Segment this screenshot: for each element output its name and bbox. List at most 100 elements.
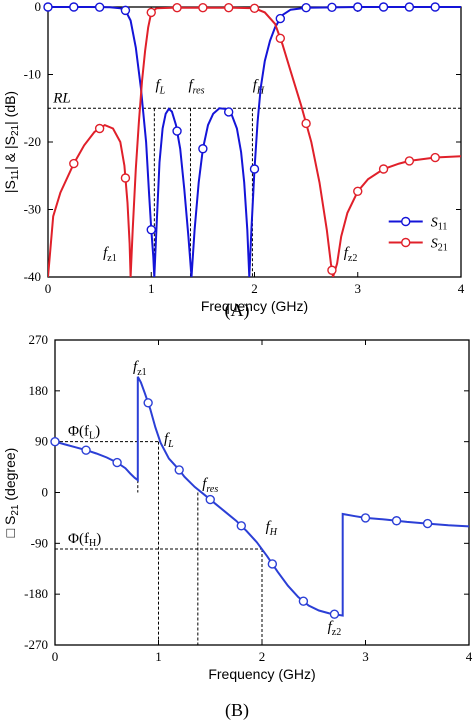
- legend-label-sub: 11: [438, 222, 448, 233]
- panel-b-ylabel-part: □ S: [2, 516, 18, 538]
- panel-b-guide-label-base: Φ(f: [68, 531, 89, 547]
- panel-a-marker-11: [404, 2, 415, 12]
- panel-a-marker-21: [249, 3, 260, 14]
- panel-a-ylabel: |S11| & |S21| (dB): [2, 91, 21, 193]
- panel-b-label-H: fH: [266, 519, 278, 538]
- panel-a-marker-21: [327, 265, 337, 275]
- panel-b-marker: [205, 494, 215, 505]
- panel-b-xlabel: Frequency (GHz): [208, 666, 315, 682]
- panel-b-label-z2: fz2: [328, 619, 342, 638]
- panel-b-ylabel: □ S21 (degree): [2, 448, 21, 538]
- legend-label-base: S: [431, 237, 438, 252]
- panel-b-ylabel-sub: 21: [10, 504, 21, 516]
- panel-a-label-L-sub: L: [159, 85, 166, 96]
- panel-b-marker: [298, 596, 309, 606]
- panel-a-marker-11: [198, 144, 208, 154]
- legend-label-21: S21: [431, 237, 448, 254]
- panel-a-ytick-label: -30: [24, 202, 41, 217]
- panel-a-label: (A): [225, 300, 250, 321]
- panel-a-label-H-base: f: [253, 77, 259, 93]
- panel-b-label-L-sub: L: [167, 439, 174, 450]
- panel-a-marker-21: [301, 118, 311, 129]
- panel-b-marker: [143, 398, 153, 408]
- panel-a-label-res-base: f: [188, 77, 194, 93]
- panel-a-marker-21: [353, 186, 363, 196]
- panel-a-marker-11: [378, 2, 389, 12]
- panel-b-ytick-label: -180: [24, 586, 48, 601]
- panel-a-ylabel-part: | (dB): [2, 91, 18, 125]
- panel-b-guide-label-base: Φ(f: [68, 424, 89, 440]
- panel-a-marker-11: [249, 164, 260, 174]
- panel-b: 0 1 2 3 4 270 180 90 0 -90 -180 -270 Frequency (GHz)…: [2, 332, 473, 682]
- panel-b-label-z2-base: f: [328, 619, 334, 635]
- panel-a-marker-11: [94, 2, 105, 12]
- panel-a-xtick-label: 3: [355, 281, 362, 296]
- panel-b-guide-label-close: ): [95, 424, 100, 440]
- legend-label-sub: 21: [438, 243, 448, 254]
- panel-a-marker-21: [146, 7, 156, 18]
- panel-a-ytick-label: -20: [24, 134, 41, 149]
- panel-a-ylabel-sub: 21: [10, 124, 21, 136]
- panel-a-marker-21: [275, 33, 286, 44]
- panel-a-ylabel-part: |S: [2, 180, 18, 193]
- panel-a-marker-11: [223, 107, 234, 117]
- panel-a-marker-11: [172, 126, 182, 136]
- panel-a-label-L: fL: [155, 77, 165, 96]
- panel-b-label-z1: fz1: [133, 359, 147, 378]
- panel-b-marker: [267, 559, 278, 569]
- panel-a-marker-11: [275, 13, 286, 24]
- panel-a-marker-21: [198, 2, 208, 13]
- panel-a-xtick-label: 1: [148, 281, 155, 296]
- legend-label-11: S11: [431, 216, 448, 233]
- panel-a-label-H: fH: [253, 77, 265, 96]
- panel-b-ytick-label: 90: [35, 434, 48, 449]
- panel-b-label-z1-base: f: [133, 359, 139, 375]
- legend-marker-21: [401, 237, 411, 248]
- panel-a-label-z2-sub: z2: [348, 253, 357, 264]
- panel-b-guide-label-sub: L: [89, 431, 95, 442]
- legend-marker-11: [401, 216, 411, 227]
- panel-b-ylabel-part: (degree): [2, 448, 18, 505]
- panel-b-guide-label-H: Φ(fH): [68, 531, 101, 549]
- panel-a-xtick-label: 4: [458, 281, 465, 296]
- panel-a-marker-21: [404, 156, 415, 166]
- panel-b-label: (B): [225, 700, 249, 721]
- panel-b-label-res-base: f: [202, 476, 208, 492]
- panel-a-marker-11: [69, 2, 79, 12]
- panel-b-xtick-label: 1: [155, 649, 162, 664]
- panel-b-marker: [329, 609, 340, 619]
- panel-a-marker-11: [120, 5, 131, 16]
- panel-b-marker: [236, 521, 247, 531]
- panel-b-xtick-label: 2: [259, 649, 266, 664]
- panel-a-label-z1: fz1: [103, 245, 117, 264]
- panel-a-frame: [47, 6, 462, 278]
- panel-b-label-L-base: f: [164, 431, 170, 447]
- panel-a-ytick-label: -10: [24, 67, 41, 82]
- panel-b-guide-label-close: ): [96, 531, 101, 547]
- panel-a-series-21: [48, 6, 461, 277]
- panel-b-marker: [81, 445, 91, 455]
- panel-b-marker: [422, 518, 433, 529]
- panel-b-ytick-label: 270: [29, 332, 49, 347]
- panel-a-marker-11: [43, 2, 53, 12]
- panel-a-marker-21: [378, 164, 389, 174]
- panel-b-ytick-label: -270: [24, 637, 48, 652]
- panel-b-ytick-label: 180: [29, 383, 49, 398]
- legend-label-base: S: [431, 216, 438, 231]
- panel-a-marker-21: [120, 173, 131, 183]
- panel-a-marker-21: [223, 2, 234, 13]
- panel-b-xtick-label: 4: [466, 649, 473, 664]
- panel-a-label-z1-sub: z1: [107, 253, 116, 264]
- panel-a-xtick-label: 2: [251, 281, 258, 296]
- panel-b-label-z1-sub: z1: [137, 367, 146, 378]
- panel-a-label-z2: fz2: [344, 245, 358, 264]
- panel-a-marker-21: [430, 152, 440, 163]
- panel-b-ytick-label: -90: [31, 535, 48, 550]
- panel-a-rl-label: RL: [52, 90, 71, 106]
- panel-a-marker-21: [172, 2, 182, 13]
- panel-a-label-L-base: f: [155, 77, 161, 93]
- panel-a-marker-11: [430, 2, 440, 12]
